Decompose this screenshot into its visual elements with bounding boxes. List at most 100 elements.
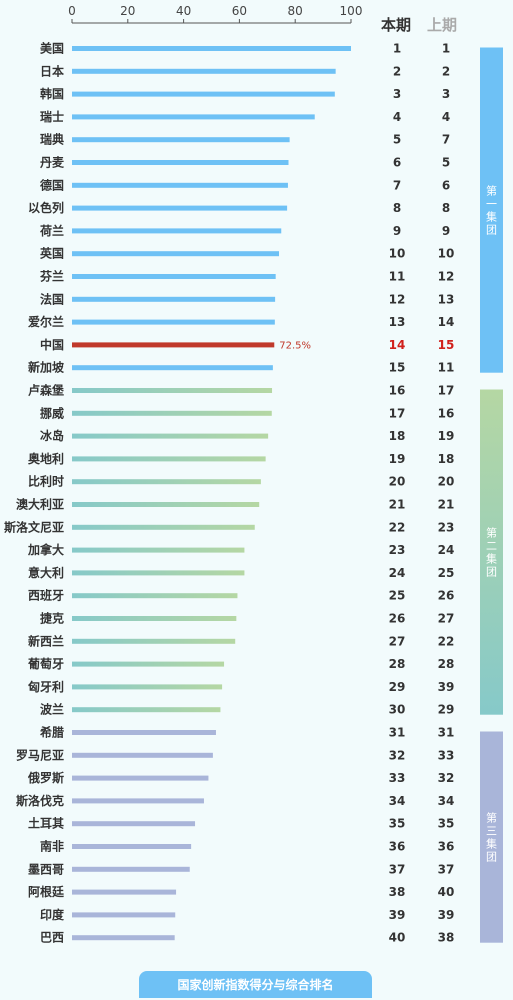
bar	[72, 684, 223, 690]
chart-row: 加拿大 23 24	[27, 542, 454, 557]
country-label: 中国	[40, 337, 64, 352]
current-rank: 21	[389, 498, 406, 512]
chart-title: 国家创新指数得分与综合排名	[139, 971, 372, 998]
country-label: 加拿大	[27, 542, 64, 557]
previous-rank: 34	[438, 794, 455, 808]
current-rank: 33	[389, 771, 406, 785]
chart-row: 爱尔兰 13 14	[28, 314, 454, 329]
previous-rank: 13	[438, 292, 455, 306]
previous-rank: 25	[438, 566, 455, 580]
bar	[72, 775, 209, 781]
bar	[72, 365, 273, 371]
x-tick-label: 80	[288, 4, 303, 18]
x-tick-label: 20	[120, 4, 135, 18]
x-tick-label: 40	[176, 4, 191, 18]
current-rank: 20	[389, 475, 406, 489]
bar	[72, 616, 237, 621]
bar	[72, 866, 190, 872]
current-rank: 26	[389, 612, 406, 626]
previous-rank: 2	[442, 64, 450, 78]
bar	[72, 91, 335, 97]
chart-row: 匈牙利 29 39	[27, 679, 454, 694]
country-label: 瑞典	[40, 132, 64, 147]
chart-row: 英国 10 10	[40, 246, 454, 261]
previous-rank: 26	[438, 589, 455, 603]
country-label: 希腊	[39, 725, 64, 740]
current-rank: 9	[393, 224, 401, 238]
current-rank-header: 本期	[381, 16, 411, 34]
current-rank: 29	[389, 680, 406, 694]
previous-rank: 5	[442, 156, 450, 170]
current-rank: 19	[389, 452, 406, 466]
chart-row: 冰岛 18 19	[40, 428, 454, 443]
country-label: 爱尔兰	[28, 314, 64, 329]
country-label: 法国	[40, 291, 64, 306]
chart-row: 土耳其 35 35	[28, 816, 454, 831]
chart-row: 希腊 31 31	[39, 725, 454, 740]
bar	[72, 182, 288, 188]
country-label: 比利时	[28, 474, 64, 489]
chart-row: 奥地利 19 18	[28, 451, 454, 466]
previous-rank: 31	[438, 726, 455, 740]
chart-row: 斯洛文尼亚 22 23	[4, 519, 454, 534]
bar	[72, 570, 245, 576]
highlight-value-label: 72.5%	[279, 340, 311, 351]
bar	[72, 502, 260, 507]
country-label: 西班牙	[28, 588, 64, 603]
chart-row: 韩国 3 3	[40, 86, 450, 101]
country-label: 德国	[40, 177, 64, 192]
current-rank: 8	[393, 201, 401, 215]
country-label: 澳大利亚	[16, 497, 64, 512]
country-label: 印度	[40, 907, 65, 922]
current-rank: 2	[393, 64, 401, 78]
bar	[72, 319, 275, 325]
chart-row: 芬兰 11 12	[39, 269, 454, 284]
chart-row: 印度 39 39	[40, 907, 454, 922]
previous-rank: 16	[438, 406, 455, 420]
bar	[72, 137, 290, 143]
chart-row: 阿根廷 38 40	[28, 884, 454, 899]
previous-rank: 24	[438, 543, 455, 557]
previous-rank: 1	[442, 42, 450, 56]
bar	[72, 479, 261, 485]
chart-row: 美国 1 1	[40, 41, 450, 56]
chart-row: 瑞士 4 4	[40, 109, 450, 124]
current-rank: 15	[389, 361, 406, 375]
country-label: 奥地利	[28, 451, 64, 466]
chart-row: 意大利 24 25	[28, 565, 454, 580]
current-rank: 32	[389, 748, 406, 762]
country-label: 匈牙利	[27, 679, 64, 694]
current-rank: 28	[389, 657, 406, 671]
country-label: 日本	[40, 63, 64, 78]
previous-rank: 6	[442, 178, 450, 192]
previous-rank: 23	[438, 520, 455, 534]
group-band: 第一集团	[480, 47, 503, 373]
bar	[72, 889, 177, 895]
country-label: 新西兰	[28, 633, 64, 648]
chart-row: 荷兰 9 9	[39, 223, 450, 238]
bar	[72, 912, 176, 918]
previous-rank: 39	[438, 680, 455, 694]
previous-rank: 11	[438, 361, 455, 375]
previous-rank: 20	[438, 475, 455, 489]
bar	[72, 593, 238, 599]
group-band: 第二集团	[480, 389, 503, 715]
previous-rank: 18	[438, 452, 455, 466]
chart-row: 新加坡 15 11	[28, 360, 454, 375]
country-label: 冰岛	[40, 428, 64, 443]
country-label: 荷兰	[39, 223, 64, 238]
chart-row: 以色列 8 8	[28, 200, 450, 215]
current-rank: 3	[393, 87, 401, 101]
x-tick-label: 0	[68, 4, 76, 18]
country-label: 卢森堡	[28, 383, 64, 398]
current-rank: 24	[389, 566, 406, 580]
previous-rank: 37	[438, 862, 455, 876]
current-rank: 10	[389, 247, 406, 261]
bar	[72, 935, 175, 941]
bar	[72, 410, 272, 416]
chart-row: 南非 36 36	[40, 839, 454, 854]
previous-rank: 10	[438, 247, 455, 261]
country-label: 波兰	[40, 702, 64, 717]
current-rank: 39	[389, 908, 406, 922]
